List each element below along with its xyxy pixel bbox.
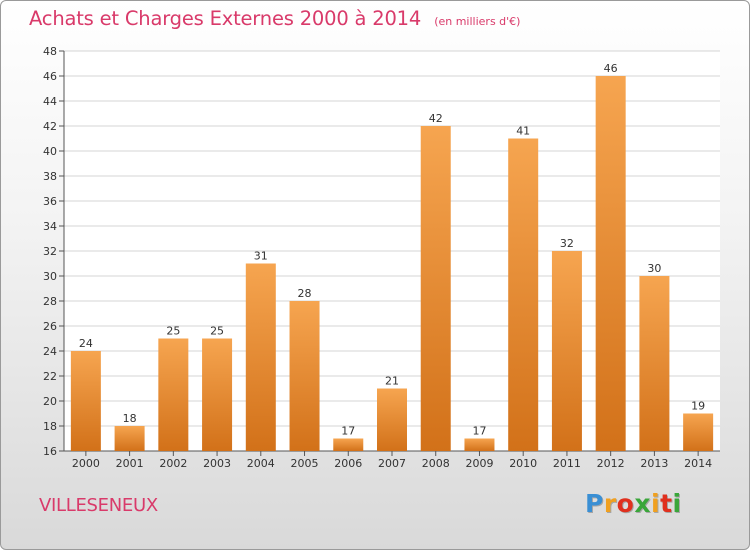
chart-title: Achats et Charges Externes 2000 à 2014 [29,7,422,30]
y-tick-label: 36 [43,195,57,208]
y-tick-label: 32 [43,245,57,258]
bar [377,388,407,451]
bar [464,438,495,451]
bar-value-label: 19 [691,400,705,413]
bar-value-label: 24 [79,337,93,350]
logo-letter: t [660,489,673,518]
bar-value-label: 28 [298,287,312,300]
bar-value-label: 41 [516,125,530,138]
logo-letter: o [616,489,635,518]
bar [158,338,189,451]
y-tick-label: 46 [43,70,57,83]
proxiti-logo: Proxiti [585,489,682,518]
bar-value-label: 31 [254,250,268,263]
y-tick-label: 42 [43,120,57,133]
x-tick-label: 2013 [640,457,668,470]
bar [289,301,320,451]
y-tick-label: 28 [43,295,57,308]
y-tick-label: 48 [43,45,57,58]
bar-value-label: 17 [472,425,486,438]
logo-letter: i [672,489,682,518]
bar [420,126,451,451]
x-tick-label: 2007 [378,457,406,470]
commune-name: VILLESENEUX [39,495,158,516]
logo-letter: P [585,489,604,518]
y-tick-label: 34 [43,220,57,233]
y-tick-label: 44 [43,95,57,108]
bar [333,438,364,451]
bar-value-label: 32 [560,237,574,250]
bar-value-label: 17 [341,425,355,438]
bar [595,76,626,451]
y-tick-label: 38 [43,170,57,183]
bar [551,251,582,451]
x-tick-label: 2002 [159,457,187,470]
bar [508,138,539,451]
x-tick-label: 2001 [116,457,144,470]
bar-value-label: 25 [166,325,180,338]
title-row: Achats et Charges Externes 2000 à 2014 (… [29,7,520,30]
x-tick-label: 2005 [291,457,319,470]
x-tick-label: 2014 [684,457,712,470]
x-tick-label: 2000 [72,457,100,470]
y-tick-label: 30 [43,270,57,283]
x-tick-label: 2008 [422,457,450,470]
bar [202,338,233,451]
x-tick-label: 2010 [509,457,537,470]
bar [683,413,714,451]
y-tick-label: 16 [43,445,57,458]
x-tick-label: 2009 [465,457,493,470]
x-tick-label: 2006 [334,457,362,470]
y-tick-label: 20 [43,395,57,408]
x-tick-label: 2012 [597,457,625,470]
x-tick-label: 2011 [553,457,581,470]
bar-value-label: 18 [123,412,137,425]
bar-value-label: 46 [604,62,618,75]
y-tick-label: 40 [43,145,57,158]
logo-letter: x [634,489,651,518]
y-tick-label: 26 [43,320,57,333]
bar [245,263,276,451]
logo-letter: i [651,489,661,518]
logo-letter: r [603,489,617,518]
bar [639,276,670,451]
y-tick-label: 18 [43,420,57,433]
bar-value-label: 42 [429,112,443,125]
bar-value-label: 25 [210,325,224,338]
y-tick-label: 22 [43,370,57,383]
bar [70,351,101,451]
bar-value-label: 30 [647,262,661,275]
x-tick-label: 2003 [203,457,231,470]
bar-value-label: 21 [385,375,399,388]
bar [114,426,145,451]
y-tick-label: 24 [43,345,57,358]
chart-subtitle: (en milliers d'€) [434,15,521,28]
x-tick-label: 2004 [247,457,275,470]
